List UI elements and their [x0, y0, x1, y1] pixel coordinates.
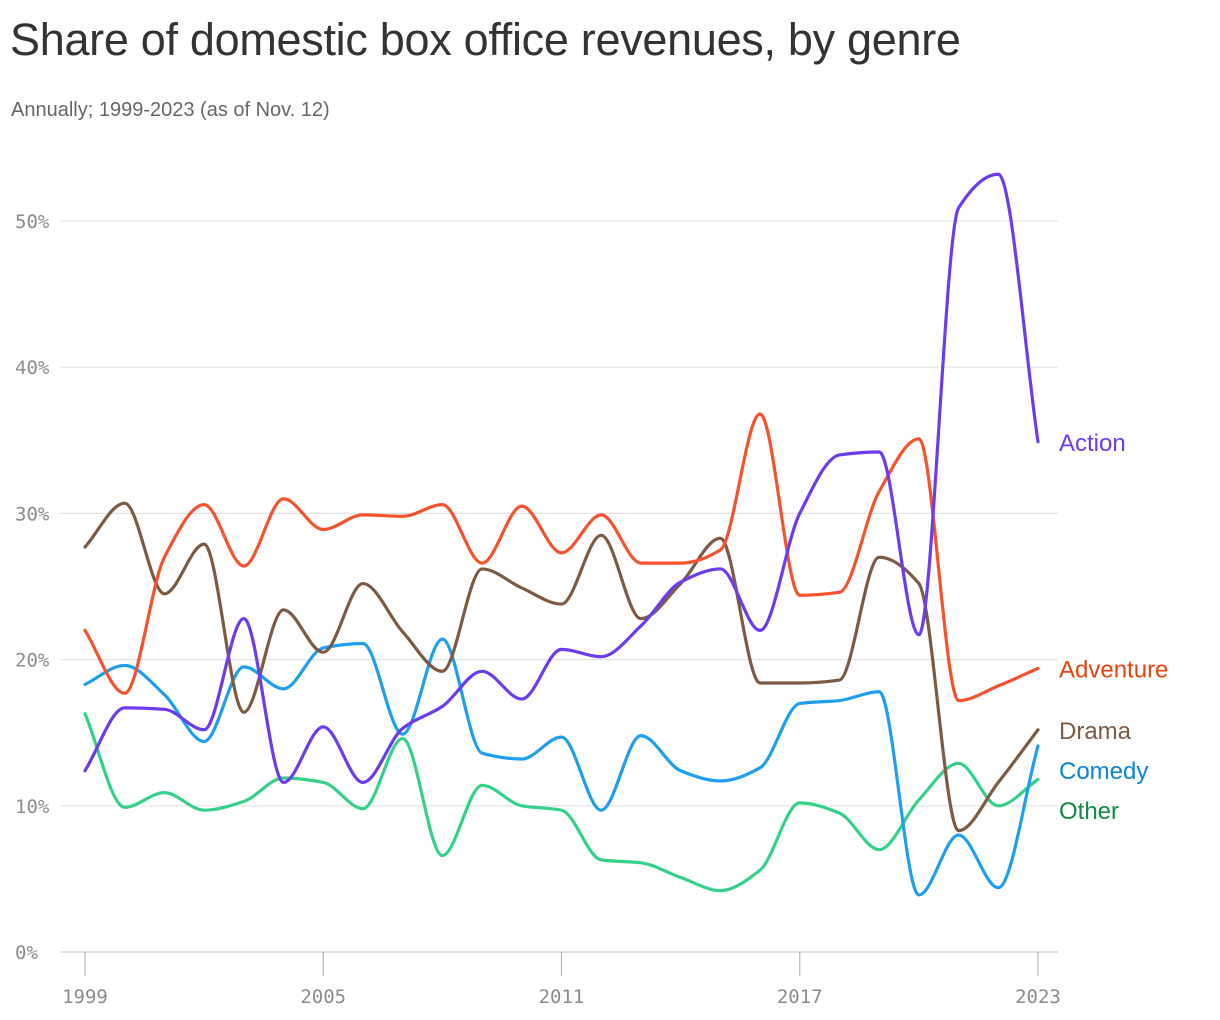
y-tick-label: 40%	[15, 357, 50, 379]
y-tick-label: 20%	[15, 650, 50, 672]
series-line-comedy	[83, 637, 1040, 897]
series-label-drama: Drama	[1059, 718, 1132, 745]
y-tick-label: 10%	[15, 796, 50, 818]
y-tick-label: 30%	[15, 503, 50, 525]
y-tick-label: 50%	[15, 211, 50, 233]
x-axis: 1999 2005 2011 2017 2023	[62, 952, 1061, 1008]
series-line-adventure	[83, 412, 1040, 703]
chart-subtitle: Annually; 1999-2023 (as of Nov. 12)	[11, 99, 330, 121]
x-tick-label: 1999	[62, 986, 108, 1008]
series-line-drama	[83, 501, 1040, 833]
series-label-adventure: Adventure	[1059, 656, 1168, 683]
gridlines	[60, 220, 1058, 953]
series-line-action	[83, 172, 1040, 785]
x-tick-label: 2023	[1015, 986, 1061, 1008]
series-line-other	[83, 712, 1040, 893]
series-label-other: Other	[1059, 798, 1119, 825]
series-end-labels: Action Adventure Drama Comedy Other	[1059, 430, 1168, 825]
y-tick-label: 0%	[15, 942, 38, 964]
x-tick-label: 2017	[777, 986, 823, 1008]
x-tick-label: 2005	[300, 986, 346, 1008]
y-axis-tick-labels: 0% 10% 20% 30% 40% 50%	[15, 211, 50, 964]
series-label-comedy: Comedy	[1059, 758, 1148, 785]
series-lines	[83, 172, 1040, 897]
x-tick-label: 2011	[539, 986, 585, 1008]
series-label-action: Action	[1059, 430, 1126, 457]
chart-title: Share of domestic box office revenues, b…	[10, 14, 961, 65]
